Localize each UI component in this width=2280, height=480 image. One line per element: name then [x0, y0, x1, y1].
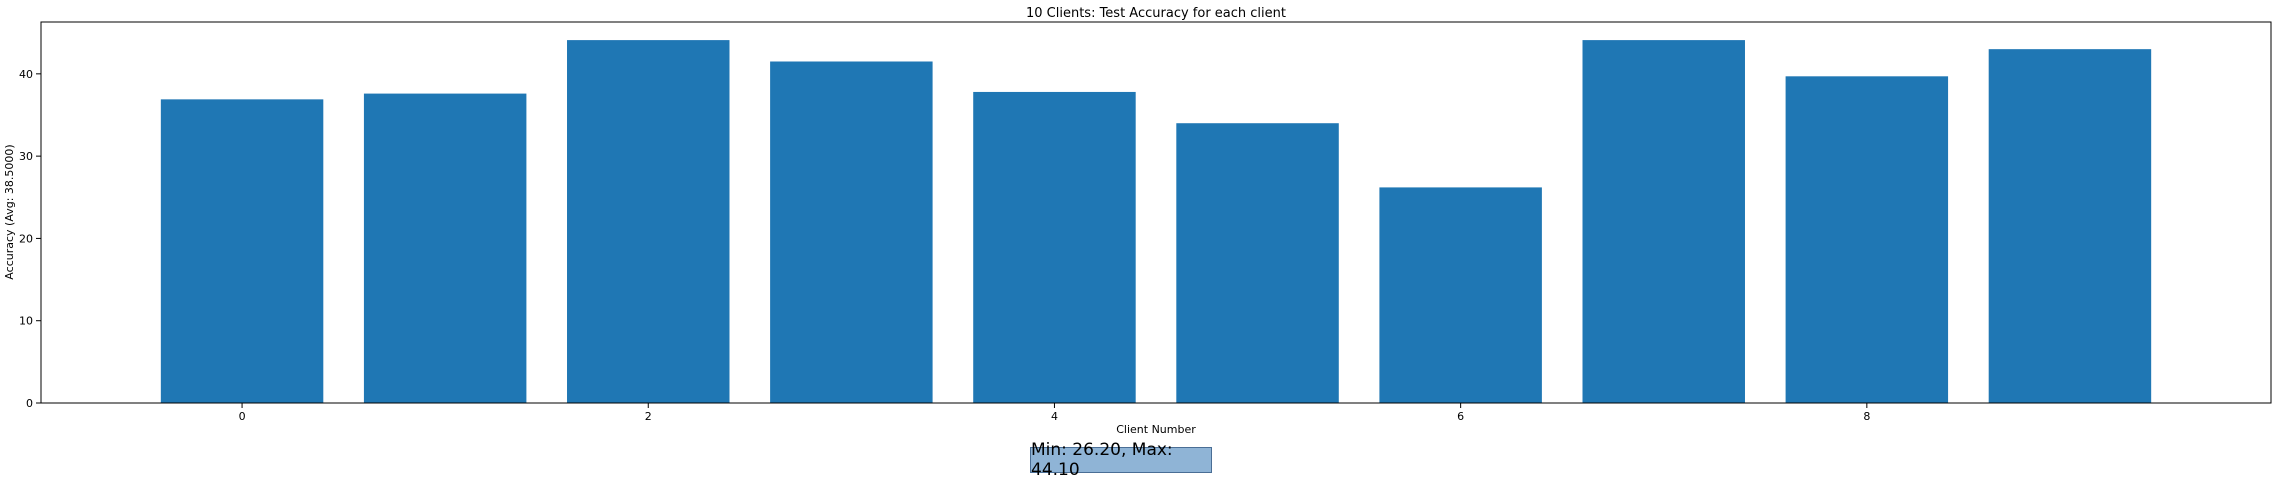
x-axis-ticks: 0 2 4 6 8 — [239, 403, 1870, 423]
bar-client-6 — [1379, 187, 1542, 403]
x-tick-label: 4 — [1051, 410, 1058, 423]
y-axis-label: Accuracy (Avg: 38.5000) — [3, 144, 16, 279]
y-axis-ticks: 0 10 20 30 40 — [19, 68, 41, 410]
bar-client-8 — [1785, 76, 1949, 404]
bar-client-3 — [770, 61, 933, 403]
y-tick-label: 40 — [19, 68, 33, 81]
bar-client-0 — [160, 99, 324, 403]
min-max-summary-box: Min: 26.20, Max: 44.10 — [1030, 440, 1212, 480]
x-tick-label: 8 — [1863, 410, 1870, 423]
chart-title: 10 Clients: Test Accuracy for each clien… — [1026, 6, 1286, 21]
plot-frame — [40, 21, 2272, 404]
bar-client-9 — [1988, 49, 2152, 403]
bar-client-7 — [1582, 40, 1745, 404]
bar-client-4 — [973, 91, 1136, 403]
x-tick-label: 6 — [1457, 410, 1464, 423]
x-axis-label: Client Number — [1116, 423, 1196, 436]
bar-client-5 — [1176, 123, 1339, 404]
y-tick-label: 30 — [19, 150, 33, 163]
y-tick-label: 10 — [19, 315, 33, 328]
bar-client-1 — [363, 93, 527, 403]
x-tick-label: 0 — [239, 410, 246, 423]
y-tick-label: 20 — [19, 232, 33, 245]
bars-group — [160, 40, 2152, 404]
y-tick-label: 0 — [26, 397, 33, 410]
x-tick-label: 2 — [645, 410, 652, 423]
bar-client-2 — [567, 40, 730, 404]
